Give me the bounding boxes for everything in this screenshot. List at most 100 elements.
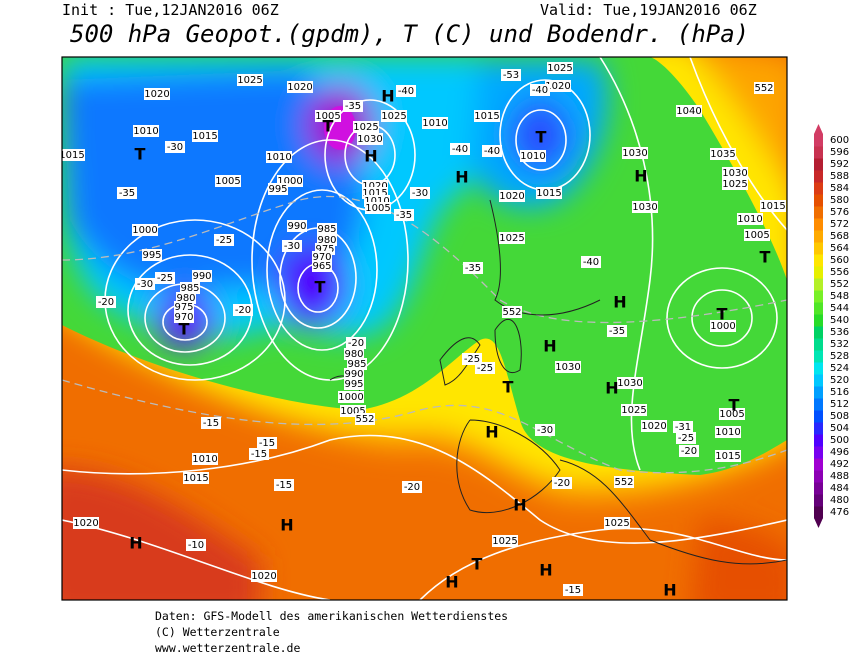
map-label: -30 (537, 425, 553, 436)
label-box (347, 358, 367, 370)
map-label: 1005 (340, 406, 365, 417)
map-label: -35 (345, 101, 361, 112)
map-label: -30 (167, 142, 183, 153)
label-box (463, 262, 483, 274)
colorbar-swatch (814, 410, 823, 423)
pressure-center: H (129, 534, 142, 553)
map-label: 552 (614, 477, 633, 488)
colorbar-label: 532 (830, 339, 849, 350)
map-label: 1020 (144, 89, 169, 100)
colorbar-label: 528 (830, 351, 849, 362)
label-box (410, 187, 430, 199)
label-box (183, 472, 209, 484)
map-label: 1030 (722, 168, 747, 179)
map-label: 990 (192, 271, 211, 282)
map-label: 1015 (362, 188, 387, 199)
label-box (192, 270, 212, 282)
label-box (710, 148, 736, 160)
label-box (394, 209, 414, 221)
map-label: -30 (412, 188, 428, 199)
label-box (186, 539, 206, 551)
label-box (135, 278, 155, 290)
map-label: -53 (503, 70, 519, 81)
label-box (422, 117, 448, 129)
colorbar-swatch (814, 290, 823, 303)
label-box (535, 424, 555, 436)
map-label: 975 (174, 302, 193, 313)
map-label: -40 (398, 86, 414, 97)
label-box (251, 570, 277, 582)
label-box (344, 368, 364, 380)
map-label: 1015 (59, 150, 84, 161)
colorbar-label: 476 (830, 507, 849, 518)
label-box (282, 240, 302, 252)
label-box (482, 145, 502, 157)
colorbar-swatch (814, 362, 823, 375)
map-label: 1000 (277, 176, 302, 187)
map-label: 1010 (737, 214, 762, 225)
map-label: -30 (284, 241, 300, 252)
label-box (547, 62, 573, 74)
map-label: 1025 (621, 405, 646, 416)
colorbar-swatch (814, 194, 823, 207)
label-box (249, 448, 269, 460)
label-box (353, 121, 379, 133)
label-box (676, 105, 702, 117)
colorbar: 4764804844884924965005045085125165205245… (814, 124, 849, 528)
pressure-center: T (729, 396, 740, 415)
colorbar-label: 480 (830, 495, 849, 506)
colorbar-swatch (814, 338, 823, 351)
label-box (117, 187, 137, 199)
label-box (317, 223, 337, 235)
colorbar-label: 592 (830, 159, 849, 170)
map-label: 1030 (632, 202, 657, 213)
map-label: -35 (465, 263, 481, 274)
label-box (502, 306, 522, 318)
map-label: 1030 (617, 378, 642, 389)
label-box (641, 420, 667, 432)
map-label: 1010 (715, 427, 740, 438)
colorbar-swatch (814, 182, 823, 195)
pressure-center: T (717, 305, 728, 324)
label-box (530, 84, 550, 96)
label-box (237, 74, 263, 86)
label-box (312, 260, 332, 272)
label-box (344, 378, 364, 390)
map-label: 1005 (215, 176, 240, 187)
map-label: -40 (484, 146, 500, 157)
map-label: 1030 (555, 362, 580, 373)
map-label: 980 (317, 235, 336, 246)
label-box (192, 453, 218, 465)
map-label: 1015 (474, 111, 499, 122)
coastlines (329, 199, 787, 565)
colorbar-label: 588 (830, 171, 849, 182)
map-label: 985 (317, 224, 336, 235)
map-label: -20 (235, 305, 251, 316)
map-label: -15 (259, 438, 275, 449)
colorbar-label: 580 (830, 195, 849, 206)
colorbar-label: 508 (830, 411, 849, 422)
label-box (754, 82, 774, 94)
colorbar-label: 560 (830, 255, 849, 266)
pressure-center: T (472, 555, 483, 574)
map-label: 552 (502, 307, 521, 318)
colorbar-swatch (814, 506, 823, 519)
map-label: 990 (344, 369, 363, 380)
map-label: 990 (287, 221, 306, 232)
colorbar-label: 548 (830, 291, 849, 302)
label-box (133, 125, 159, 137)
colorbar-label: 504 (830, 423, 849, 434)
colorbar-swatch (814, 206, 823, 219)
pressure-center: T (179, 320, 190, 339)
footer-line: (C) Wetterzentrale (155, 625, 280, 639)
colorbar-label: 584 (830, 183, 849, 194)
colorbar-label: 572 (830, 219, 849, 230)
label-box (315, 110, 341, 122)
map-frame (61, 56, 788, 601)
label-box (132, 224, 158, 236)
map-label: 980 (176, 293, 195, 304)
colorbar-label: 484 (830, 483, 849, 494)
colorbar-label: 552 (830, 279, 849, 290)
label-box (338, 391, 364, 403)
